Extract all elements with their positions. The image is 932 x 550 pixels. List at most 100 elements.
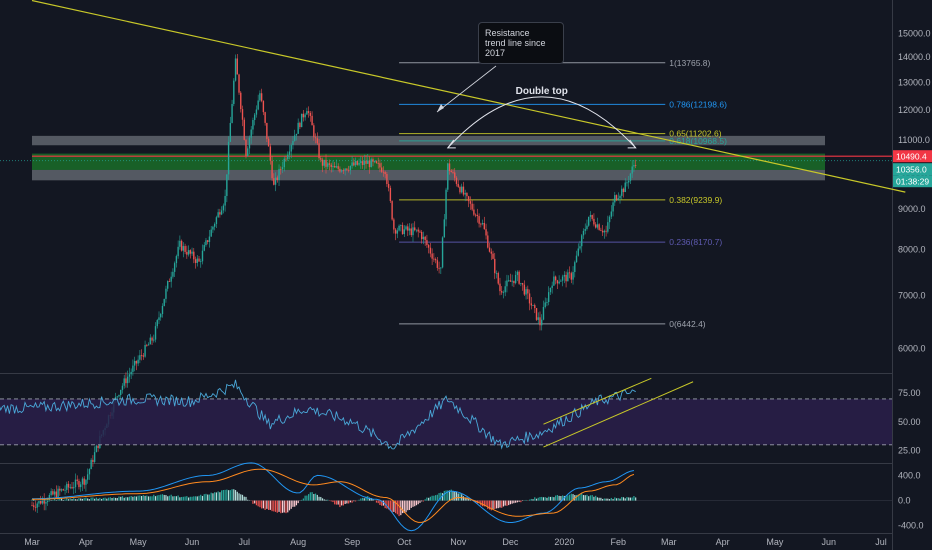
candle-body (248, 137, 251, 149)
candle-body (393, 219, 395, 230)
histogram-bar (257, 500, 259, 507)
histogram-bar (375, 500, 378, 503)
candle-body (612, 202, 614, 212)
histogram-bar (335, 500, 338, 505)
histogram-bar (346, 500, 348, 504)
candle-body (66, 483, 68, 490)
histogram-bar (541, 496, 543, 501)
histogram-bar (271, 500, 273, 512)
histogram-bar (182, 496, 184, 501)
candle-body (440, 267, 442, 269)
price-badge-0 (893, 150, 932, 163)
histogram-bar (31, 499, 33, 501)
candle-body (527, 289, 529, 294)
candle-body (231, 103, 233, 123)
price-tick-label: 15000.0 (898, 28, 931, 38)
price-tick-label: 8000.0 (898, 244, 926, 254)
histogram-bar (502, 500, 505, 507)
histogram-bar (391, 500, 393, 513)
candle-body (361, 161, 364, 165)
histogram-bar (568, 494, 571, 501)
histogram-bar (528, 499, 531, 501)
annotation-pointer (436, 65, 497, 113)
histogram-bar (332, 500, 334, 503)
histogram-bar (80, 498, 82, 501)
candle-body (191, 251, 193, 254)
candle-body (561, 276, 564, 281)
histogram-bar (156, 495, 158, 501)
histogram-bar (612, 498, 614, 501)
histogram-bar (633, 495, 635, 501)
candle-body (172, 271, 174, 277)
candle-body (273, 178, 275, 185)
candle-body (497, 273, 499, 284)
histogram-bar (179, 497, 181, 501)
histogram-bar (415, 500, 418, 506)
histogram-bar (128, 496, 131, 501)
histogram-bar (165, 495, 167, 501)
histogram-bar (116, 498, 118, 501)
histogram-bar (189, 496, 191, 501)
histogram-bar (584, 495, 586, 501)
candle-body (628, 180, 630, 183)
candle-body (144, 345, 146, 357)
histogram-bar (629, 497, 632, 501)
histogram-bar (48, 498, 50, 501)
candle-body (189, 250, 192, 254)
histogram-bar (184, 496, 186, 501)
histogram-bar (506, 500, 508, 506)
rsi-tick-label: 75.00 (898, 388, 921, 398)
histogram-bar (605, 498, 607, 501)
histogram-bar (76, 499, 78, 501)
candle-body (88, 469, 91, 475)
histogram-bar (515, 500, 517, 503)
candle-body (407, 226, 409, 231)
histogram-bar (455, 492, 458, 501)
candle-body (213, 223, 216, 227)
candle-body (417, 229, 419, 232)
candle-body (514, 274, 517, 284)
price-badge-label-2: 01:38:29 (896, 177, 929, 187)
histogram-bar (602, 498, 604, 501)
histogram-bar (83, 498, 85, 501)
histogram-bar (435, 495, 437, 501)
price-badge-label-1: 10356.0 (896, 165, 927, 175)
candle-body (410, 228, 412, 236)
macd-tick-label: -400.0 (898, 521, 924, 531)
histogram-bar (295, 500, 298, 506)
candle-body (252, 119, 254, 130)
histogram-bar (43, 499, 45, 501)
histogram-bar (227, 490, 230, 501)
histogram-bar (525, 499, 527, 501)
candle-body (532, 305, 534, 306)
candle-body (147, 344, 150, 346)
histogram-bar (45, 499, 47, 501)
candle-body (455, 177, 458, 184)
candle-body (97, 445, 99, 449)
histogram-bar (358, 499, 360, 501)
candle-body (565, 274, 567, 282)
candle-body (306, 111, 308, 115)
candle-body (314, 137, 317, 139)
candle-body (360, 161, 362, 163)
candle-body (219, 212, 221, 215)
candle-body (619, 195, 621, 199)
candle-body (513, 280, 515, 284)
candle-body (74, 479, 77, 488)
candle-body (118, 394, 120, 397)
candle-body (95, 445, 98, 453)
candle-body (281, 167, 284, 170)
candle-body (621, 188, 623, 196)
rsi-tick-label: 25.00 (898, 446, 921, 456)
histogram-bar (134, 496, 136, 501)
candle-body (459, 186, 461, 193)
histogram-bar (127, 497, 129, 501)
histogram-bar (422, 500, 425, 502)
histogram-bar (593, 496, 595, 501)
candle-body (528, 293, 531, 304)
candle-body (182, 246, 185, 251)
candle-body (290, 144, 292, 152)
histogram-bar (588, 496, 590, 501)
histogram-bar (551, 496, 553, 501)
